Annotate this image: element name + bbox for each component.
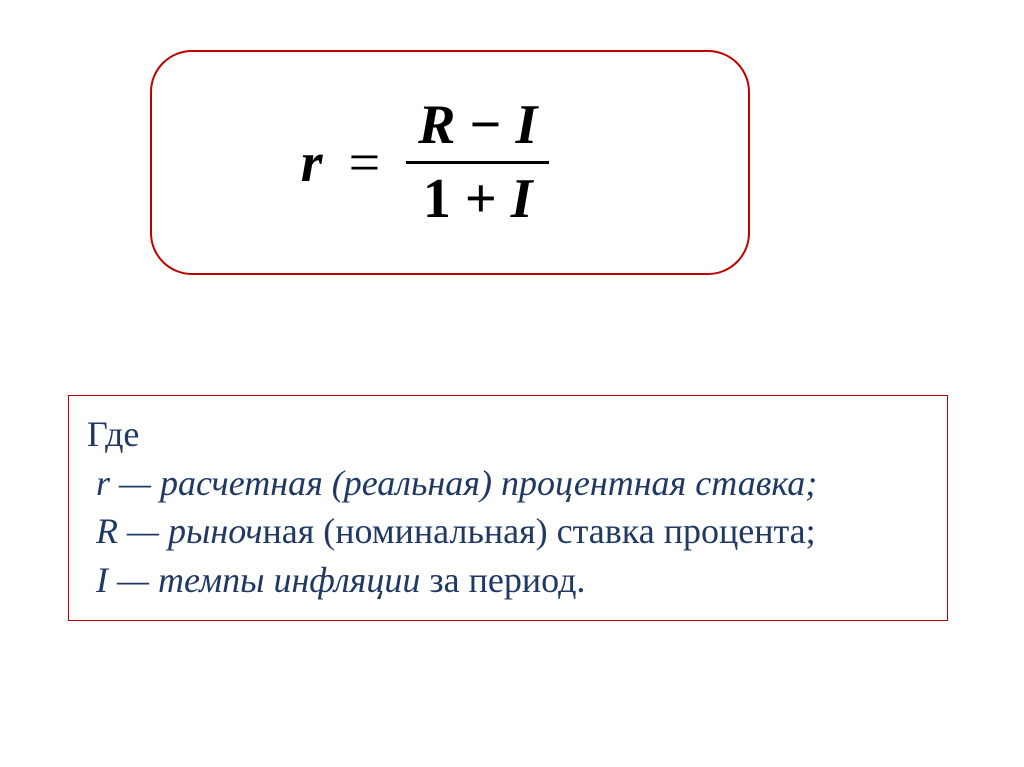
minus-sign: −	[470, 94, 502, 156]
formula: r = R − I 1 + I	[301, 94, 599, 231]
legend-ital-I: темпы инфляции	[158, 560, 429, 600]
denominator-I: I	[511, 168, 533, 230]
legend-dash-R: —	[118, 511, 168, 551]
denominator-one: 1	[423, 168, 451, 230]
legend-dash-r: —	[110, 463, 160, 503]
equals-sign: =	[349, 131, 381, 195]
fraction-bar	[406, 161, 549, 164]
legend-box: Где r — расчетная (реальная) процентная …	[68, 395, 948, 621]
numerator-R: R	[418, 94, 455, 156]
denominator: 1 + I	[411, 168, 545, 231]
plus-sign: +	[465, 168, 497, 230]
legend-ital-R: рыноч	[168, 511, 262, 551]
legend-header: Где	[87, 410, 929, 459]
fraction: R − I 1 + I	[406, 94, 549, 231]
formula-box: r = R − I 1 + I	[150, 50, 750, 275]
legend-var-r: r	[96, 463, 110, 503]
formula-lhs: r	[301, 131, 323, 195]
legend-var-I: I	[96, 560, 108, 600]
legend-var-R: R	[96, 511, 118, 551]
legend-row-r: r — расчетная (реальная) процентная став…	[87, 459, 929, 508]
legend-reg-I: за период.	[429, 560, 585, 600]
legend-row-I: I — темпы инфляции за период.	[87, 556, 929, 605]
numerator: R − I	[406, 94, 549, 157]
legend-row-R: R — рыночная (номинальная) ставка процен…	[87, 507, 929, 556]
legend-dash-I: —	[108, 560, 158, 600]
legend-ital-r: расчетная (реальная) процентная ставка;	[160, 463, 817, 503]
numerator-I: I	[515, 94, 537, 156]
legend-reg-R: ная (номинальная) ставка процента;	[263, 511, 816, 551]
